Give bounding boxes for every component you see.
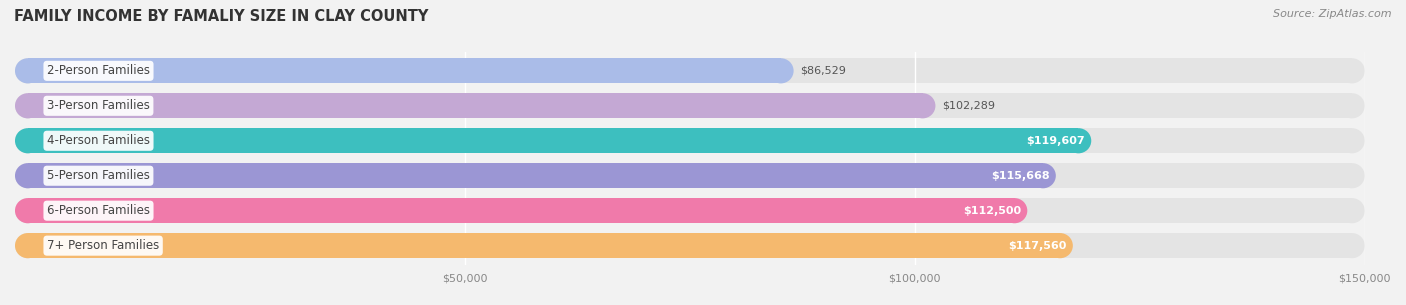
Ellipse shape xyxy=(15,128,41,153)
Ellipse shape xyxy=(1339,233,1365,258)
Ellipse shape xyxy=(15,128,41,153)
Bar xyxy=(28,163,1353,188)
Ellipse shape xyxy=(15,233,41,258)
Ellipse shape xyxy=(1066,128,1091,153)
Ellipse shape xyxy=(15,233,41,258)
Bar xyxy=(28,163,1043,188)
Ellipse shape xyxy=(1047,233,1073,258)
Text: 7+ Person Families: 7+ Person Families xyxy=(46,239,159,252)
Ellipse shape xyxy=(1339,128,1365,153)
Text: FAMILY INCOME BY FAMALIY SIZE IN CLAY COUNTY: FAMILY INCOME BY FAMALIY SIZE IN CLAY CO… xyxy=(14,9,429,24)
Text: $112,500: $112,500 xyxy=(963,206,1021,216)
Bar xyxy=(28,233,1060,258)
Text: $102,289: $102,289 xyxy=(942,101,995,111)
Bar xyxy=(28,233,1353,258)
Text: Source: ZipAtlas.com: Source: ZipAtlas.com xyxy=(1274,9,1392,19)
Text: $117,560: $117,560 xyxy=(1008,241,1066,251)
Text: 3-Person Families: 3-Person Families xyxy=(46,99,150,112)
Bar xyxy=(28,58,1353,83)
Ellipse shape xyxy=(768,58,793,83)
Ellipse shape xyxy=(15,163,41,188)
Bar xyxy=(28,93,922,118)
Ellipse shape xyxy=(1339,58,1365,83)
Bar xyxy=(28,128,1353,153)
Ellipse shape xyxy=(15,163,41,188)
Bar xyxy=(28,93,1353,118)
Text: $119,607: $119,607 xyxy=(1026,136,1085,146)
Ellipse shape xyxy=(1339,198,1365,223)
Text: 2-Person Families: 2-Person Families xyxy=(46,64,150,77)
Ellipse shape xyxy=(910,93,935,118)
Ellipse shape xyxy=(15,198,41,223)
Ellipse shape xyxy=(15,58,41,83)
Ellipse shape xyxy=(1001,198,1028,223)
Ellipse shape xyxy=(1031,163,1056,188)
Text: 4-Person Families: 4-Person Families xyxy=(46,134,150,147)
Text: $86,529: $86,529 xyxy=(800,66,846,76)
Bar xyxy=(28,198,1353,223)
Ellipse shape xyxy=(1339,163,1365,188)
Bar xyxy=(28,128,1078,153)
Bar xyxy=(28,58,780,83)
Ellipse shape xyxy=(15,93,41,118)
Ellipse shape xyxy=(15,58,41,83)
Text: 6-Person Families: 6-Person Families xyxy=(46,204,150,217)
Bar xyxy=(28,198,1015,223)
Text: 5-Person Families: 5-Person Families xyxy=(46,169,150,182)
Text: $115,668: $115,668 xyxy=(991,171,1049,181)
Ellipse shape xyxy=(1339,93,1365,118)
Ellipse shape xyxy=(15,93,41,118)
Ellipse shape xyxy=(15,198,41,223)
